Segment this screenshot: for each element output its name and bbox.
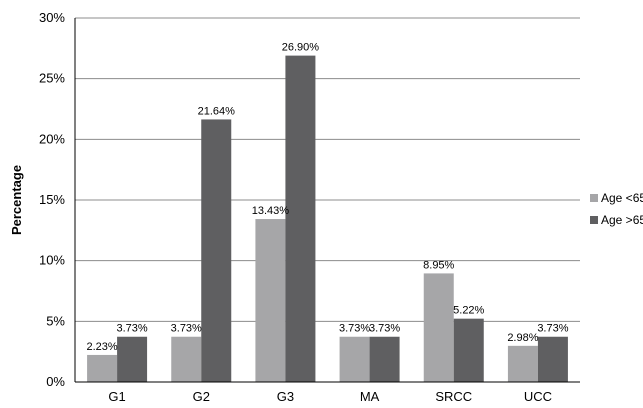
y-tick-label: 5% bbox=[46, 313, 65, 328]
x-tick-label: SRCC bbox=[435, 389, 472, 404]
y-axis-label: Percentage bbox=[9, 165, 24, 235]
legend-label: Age >65 bbox=[601, 213, 643, 227]
data-label: 3.73% bbox=[116, 323, 147, 335]
bar-g2-series-1 bbox=[171, 336, 202, 382]
data-label: 26.90% bbox=[282, 42, 320, 54]
bar-g1-series-1 bbox=[87, 354, 118, 382]
bar-g3-series-1 bbox=[255, 219, 286, 382]
x-axis-ticks: G1 G2 G3 MA SRCC UCC bbox=[108, 389, 552, 404]
legend: Age <65 Age >65 bbox=[590, 191, 643, 227]
bar-srcc-series-2 bbox=[453, 318, 484, 382]
y-tick-label: 15% bbox=[39, 192, 65, 207]
x-tick-label: G3 bbox=[277, 389, 294, 404]
bars bbox=[87, 55, 568, 383]
data-label: 21.64% bbox=[198, 105, 236, 117]
x-tick-label: G2 bbox=[193, 389, 210, 404]
data-label: 2.23% bbox=[86, 341, 117, 353]
x-tick-label: MA bbox=[360, 389, 380, 404]
bar-ma-series-2 bbox=[369, 336, 400, 382]
data-label: 3.73% bbox=[537, 323, 568, 335]
bar-ucc-series-1 bbox=[507, 345, 538, 382]
data-label: 3.73% bbox=[369, 323, 400, 335]
y-axis-ticks: 0% 5% 10% 15% 20% 25% 30% bbox=[39, 10, 65, 389]
y-tick-label: 25% bbox=[39, 71, 65, 86]
data-label: 3.73% bbox=[171, 323, 202, 335]
bar-g1-series-2 bbox=[117, 336, 148, 382]
data-label: 3.73% bbox=[339, 323, 370, 335]
legend-label: Age <65 bbox=[601, 191, 643, 205]
y-tick-label: 0% bbox=[46, 374, 65, 389]
gridlines bbox=[75, 17, 580, 322]
x-tick-label: UCC bbox=[524, 389, 552, 404]
data-label: 2.98% bbox=[507, 332, 538, 344]
bar-g2-series-2 bbox=[201, 119, 232, 383]
bar-g3-series-2 bbox=[285, 55, 316, 382]
y-tick-label: 30% bbox=[39, 10, 65, 25]
x-tick-label: G1 bbox=[108, 389, 125, 404]
legend-swatch bbox=[590, 216, 598, 224]
data-label: 8.95% bbox=[423, 259, 454, 271]
bar-ma-series-1 bbox=[339, 336, 370, 382]
legend-swatch bbox=[590, 194, 598, 202]
bar-srcc-series-1 bbox=[423, 273, 454, 382]
data-labels: 2.23%3.73% 3.73%21.64%13.43%26.90%3.73%3.… bbox=[86, 42, 568, 353]
y-tick-label: 20% bbox=[39, 131, 65, 146]
data-label: 5.22% bbox=[453, 305, 484, 317]
bar-ucc-series-2 bbox=[537, 336, 568, 382]
data-label: 13.43% bbox=[252, 205, 290, 217]
y-tick-label: 10% bbox=[39, 253, 65, 268]
